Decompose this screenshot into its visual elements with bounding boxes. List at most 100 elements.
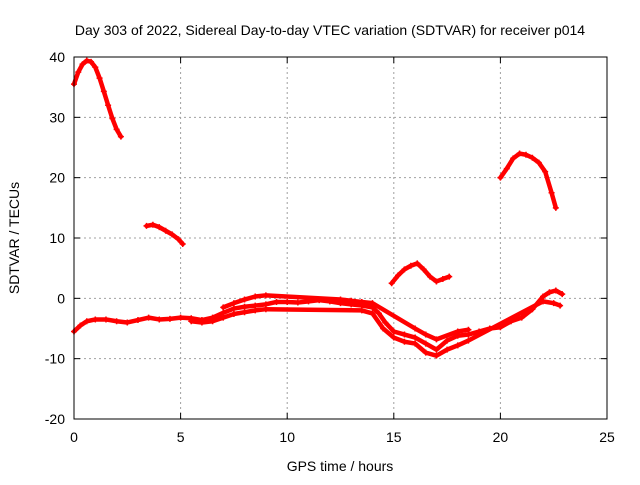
- data-point: [241, 296, 248, 303]
- data-point: [446, 273, 453, 280]
- data-point: [124, 319, 131, 326]
- data-point: [177, 314, 184, 321]
- data-point: [79, 61, 86, 68]
- tick-layer: 0 5 10 15 20 25 -20 -10 0 10 20 30 40: [45, 49, 615, 445]
- data-point: [100, 88, 107, 95]
- data-point: [433, 346, 440, 353]
- data-point: [230, 300, 237, 307]
- data-point: [284, 298, 291, 305]
- data-point: [337, 296, 344, 303]
- series-segment-evening-high: [497, 150, 559, 211]
- data-point: [241, 309, 248, 316]
- data-point: [117, 133, 124, 140]
- data-point: [401, 338, 408, 345]
- series-segment-main-lower-band: [188, 298, 564, 359]
- y-tick-label: -10: [45, 351, 65, 367]
- data-point: [522, 151, 529, 158]
- data-point: [75, 69, 82, 76]
- y-axis-label: SDTVAR / TECUs: [6, 182, 22, 294]
- data-point: [465, 326, 472, 333]
- y-tick-label: 30: [49, 109, 65, 125]
- data-point: [169, 231, 176, 238]
- data-point: [149, 221, 156, 228]
- data-point: [465, 337, 472, 344]
- data-point: [83, 57, 90, 64]
- y-tick-label: 20: [49, 170, 65, 186]
- data-point: [77, 322, 84, 329]
- data-point: [145, 314, 152, 321]
- series-segment-mid-morning: [143, 221, 186, 248]
- data-point: [369, 300, 376, 307]
- data-point: [92, 64, 99, 71]
- data-point: [220, 304, 227, 311]
- data-point: [503, 165, 510, 172]
- data-point: [529, 154, 536, 161]
- data-point: [454, 328, 461, 335]
- data-point: [422, 331, 429, 338]
- data-point: [401, 331, 408, 338]
- data-point: [96, 75, 103, 82]
- y-tick-label: 40: [49, 49, 65, 65]
- data-point: [375, 310, 382, 317]
- x-tick-label: 0: [70, 429, 78, 445]
- data-point: [552, 287, 559, 294]
- data-point: [412, 334, 419, 341]
- data-point: [552, 204, 559, 211]
- data-point: [156, 316, 163, 323]
- data-point: [414, 260, 421, 267]
- y-tick-label: 10: [49, 230, 65, 246]
- data-point: [433, 278, 440, 285]
- data-point: [102, 316, 109, 323]
- grid-layer: [74, 57, 607, 419]
- data-point: [88, 58, 95, 65]
- data-point: [166, 315, 173, 322]
- data-point: [109, 115, 116, 122]
- data-point: [348, 297, 355, 304]
- data-point: [444, 337, 451, 344]
- data-point: [162, 227, 169, 234]
- data-point: [412, 340, 419, 347]
- data-point: [407, 262, 414, 269]
- data-point: [401, 266, 408, 273]
- series-segment-afternoon-rise: [388, 260, 453, 287]
- data-point: [427, 273, 434, 280]
- data-point: [382, 319, 389, 326]
- data-point: [83, 318, 90, 325]
- y-tick-label: -20: [45, 411, 65, 427]
- data-point: [230, 305, 237, 312]
- x-tick-label: 20: [493, 429, 509, 445]
- x-tick-label: 15: [386, 429, 402, 445]
- data-point: [390, 328, 397, 335]
- data-layer: [71, 57, 566, 359]
- data-point: [175, 236, 182, 243]
- x-tick-label: 5: [177, 429, 185, 445]
- data-point: [143, 222, 150, 229]
- data-point: [262, 292, 269, 299]
- data-point: [113, 318, 120, 325]
- data-point: [113, 126, 120, 133]
- data-point: [518, 314, 525, 321]
- data-point: [358, 298, 365, 305]
- data-point: [542, 168, 549, 175]
- series-line: [389, 261, 452, 286]
- data-point: [559, 291, 566, 298]
- data-point: [420, 266, 427, 273]
- chart-title: Day 303 of 2022, Sidereal Day-to-day VTE…: [75, 22, 585, 38]
- data-point: [188, 318, 195, 325]
- data-point: [92, 316, 99, 323]
- data-point: [241, 303, 248, 310]
- y-tick-label: 0: [57, 290, 65, 306]
- data-point: [198, 319, 205, 326]
- series-segment-upper-scatter: [220, 292, 472, 343]
- data-point: [540, 298, 547, 305]
- data-point: [358, 307, 365, 314]
- data-point: [230, 311, 237, 318]
- data-point: [535, 159, 542, 166]
- data-point: [220, 314, 227, 321]
- data-point: [433, 352, 440, 359]
- series-line: [498, 151, 559, 211]
- data-point: [422, 340, 429, 347]
